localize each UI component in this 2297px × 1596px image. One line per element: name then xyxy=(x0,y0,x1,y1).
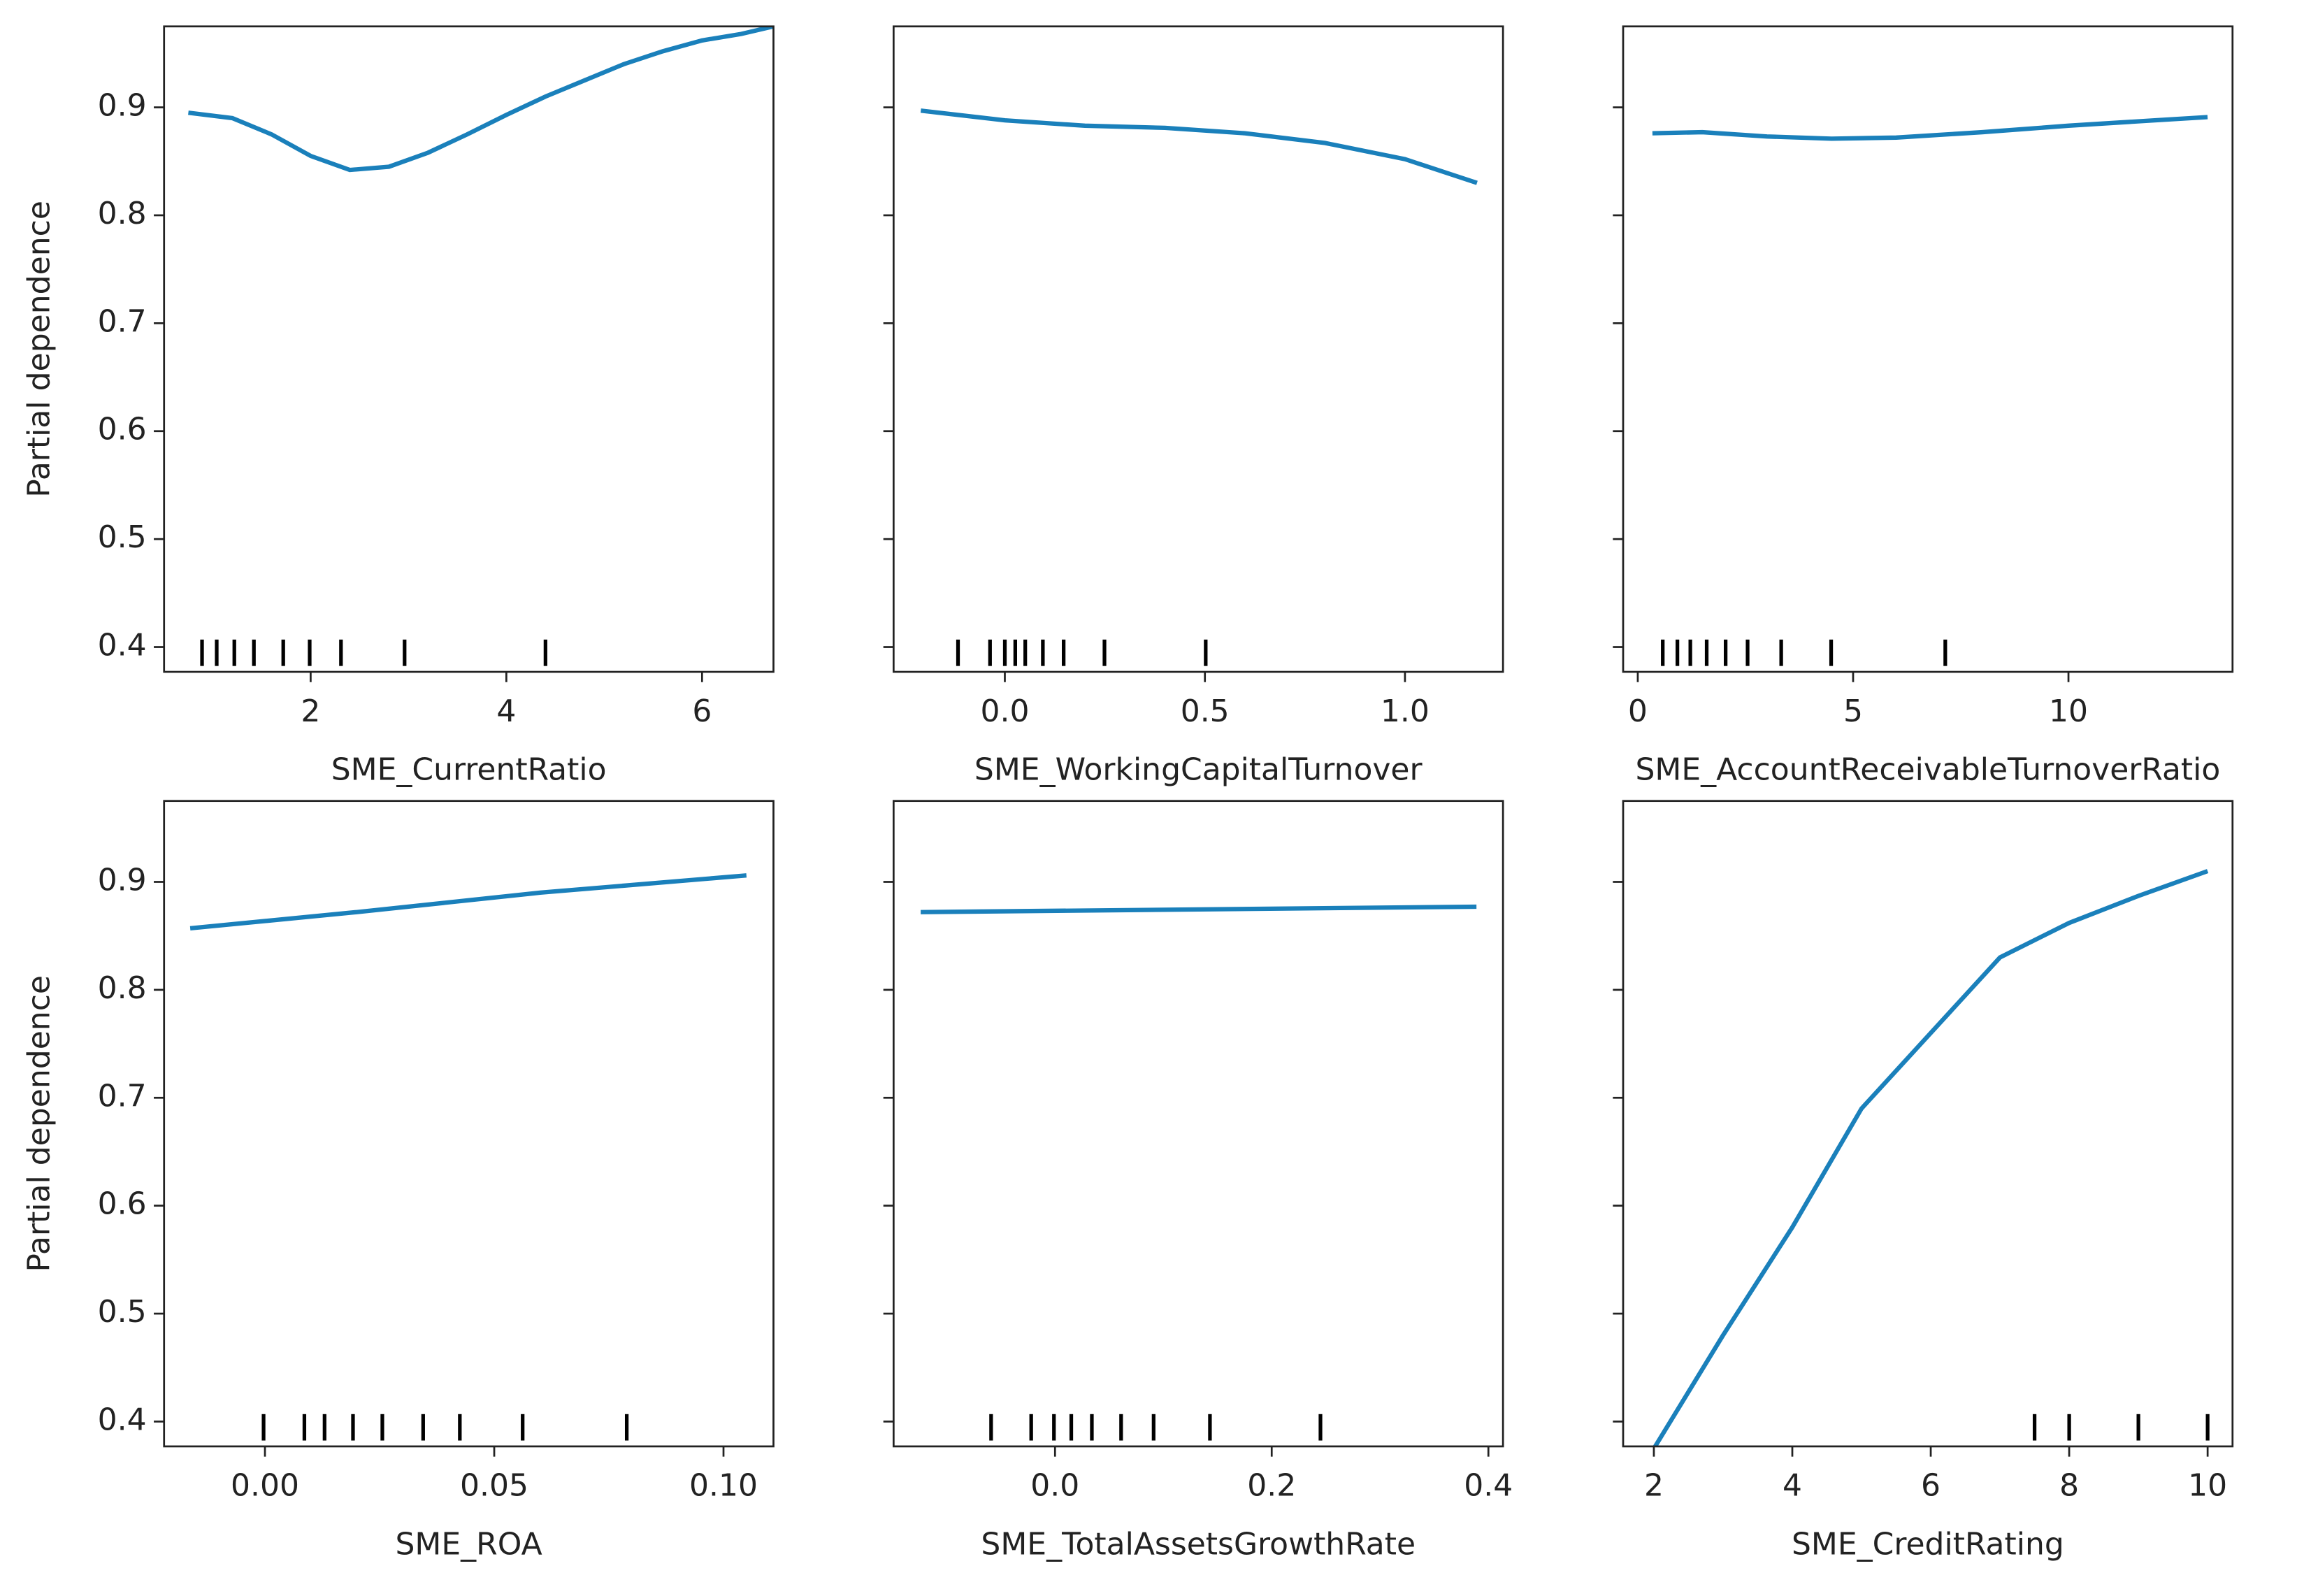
subplot: 0.0 0.2 0.4 SME_TotalAssetsGrowthRate xyxy=(883,800,1513,1562)
axes-frame xyxy=(1622,800,2234,1448)
y-tick-label: 0.4 xyxy=(98,628,147,663)
subplot: 0 5 10 SME_AccountReceivableTurnoverRatio xyxy=(1613,25,2234,788)
x-tick-label: 0.0 xyxy=(1030,1468,1079,1504)
y-tick-label: 0.9 xyxy=(98,862,147,898)
subplot: 0.4 0.5 0.6 0.7 0.8 0.9 0.00 0.05 0.10 SME_ROA Par… xyxy=(22,800,775,1562)
x-tick-label: 0.5 xyxy=(1181,693,1230,729)
y-tick-label: 0.8 xyxy=(98,970,147,1006)
x-tick-label: 0.0 xyxy=(981,693,1030,729)
pd-line xyxy=(189,873,747,931)
x-tick-label: 0.2 xyxy=(1247,1468,1296,1504)
subplot: 0.0 0.5 1.0 SME_WorkingCapitalTurnover xyxy=(883,25,1504,788)
x-tick-label: 0 xyxy=(1628,693,1648,729)
subplot: 2 4 6 8 10 SME_CreditRating xyxy=(1613,800,2234,1562)
x-tick-label: 0.4 xyxy=(1464,1468,1513,1504)
x-axis-label: SME_TotalAssetsGrowthRate xyxy=(981,1527,1416,1562)
pd-line xyxy=(188,26,774,173)
pd-line xyxy=(1652,115,2208,141)
subplot: 0.4 0.5 0.6 0.7 0.8 0.9 2 4 6 SME_CurrentRatio Par… xyxy=(22,25,775,788)
x-axis-label: SME_CreditRating xyxy=(1792,1527,2064,1562)
axes-frame xyxy=(892,800,1504,1448)
y-tick-label: 0.7 xyxy=(98,1078,147,1114)
y-tick-label: 0.8 xyxy=(98,196,147,231)
pd-line xyxy=(1652,869,2209,1446)
x-tick-label: 6 xyxy=(692,693,712,729)
pd-line xyxy=(921,904,1477,914)
y-tick-label: 0.5 xyxy=(98,519,147,555)
x-axis-label: SME_ROA xyxy=(396,1527,542,1562)
y-tick-label: 0.4 xyxy=(98,1402,147,1437)
x-tick-label: 0.10 xyxy=(689,1468,758,1504)
x-axis-label: SME_WorkingCapitalTurnover xyxy=(974,752,1423,788)
x-axis-label: SME_AccountReceivableTurnoverRatio xyxy=(1635,752,2220,788)
x-tick-label: 0.00 xyxy=(231,1468,299,1504)
pd-line xyxy=(920,108,1478,185)
x-tick-label: 10 xyxy=(2188,1468,2227,1504)
x-tick-label: 4 xyxy=(496,693,516,729)
x-tick-label: 2 xyxy=(1644,1468,1664,1504)
y-tick-label: 0.6 xyxy=(98,1186,147,1222)
axes-frame xyxy=(892,25,1504,673)
x-tick-label: 4 xyxy=(1783,1468,1802,1504)
x-tick-label: 8 xyxy=(2059,1468,2079,1504)
y-tick-label: 0.5 xyxy=(98,1294,147,1330)
x-tick-label: 6 xyxy=(1921,1468,1940,1504)
y-tick-label: 0.7 xyxy=(98,303,147,339)
y-tick-label: 0.9 xyxy=(98,88,147,124)
y-axis-label: Partial dependence xyxy=(22,201,57,498)
x-tick-label: 5 xyxy=(1843,693,1863,729)
x-axis-label: SME_CurrentRatio xyxy=(331,752,607,788)
y-axis-label: Partial dependence xyxy=(22,975,57,1272)
axes-frame xyxy=(163,25,775,673)
x-tick-label: 1.0 xyxy=(1381,693,1430,729)
x-tick-label: 0.05 xyxy=(460,1468,528,1504)
axes-frame xyxy=(163,800,775,1448)
x-tick-label: 10 xyxy=(2049,693,2088,729)
x-tick-label: 2 xyxy=(301,693,320,729)
y-tick-label: 0.6 xyxy=(98,412,147,447)
axes-frame xyxy=(1622,25,2234,673)
